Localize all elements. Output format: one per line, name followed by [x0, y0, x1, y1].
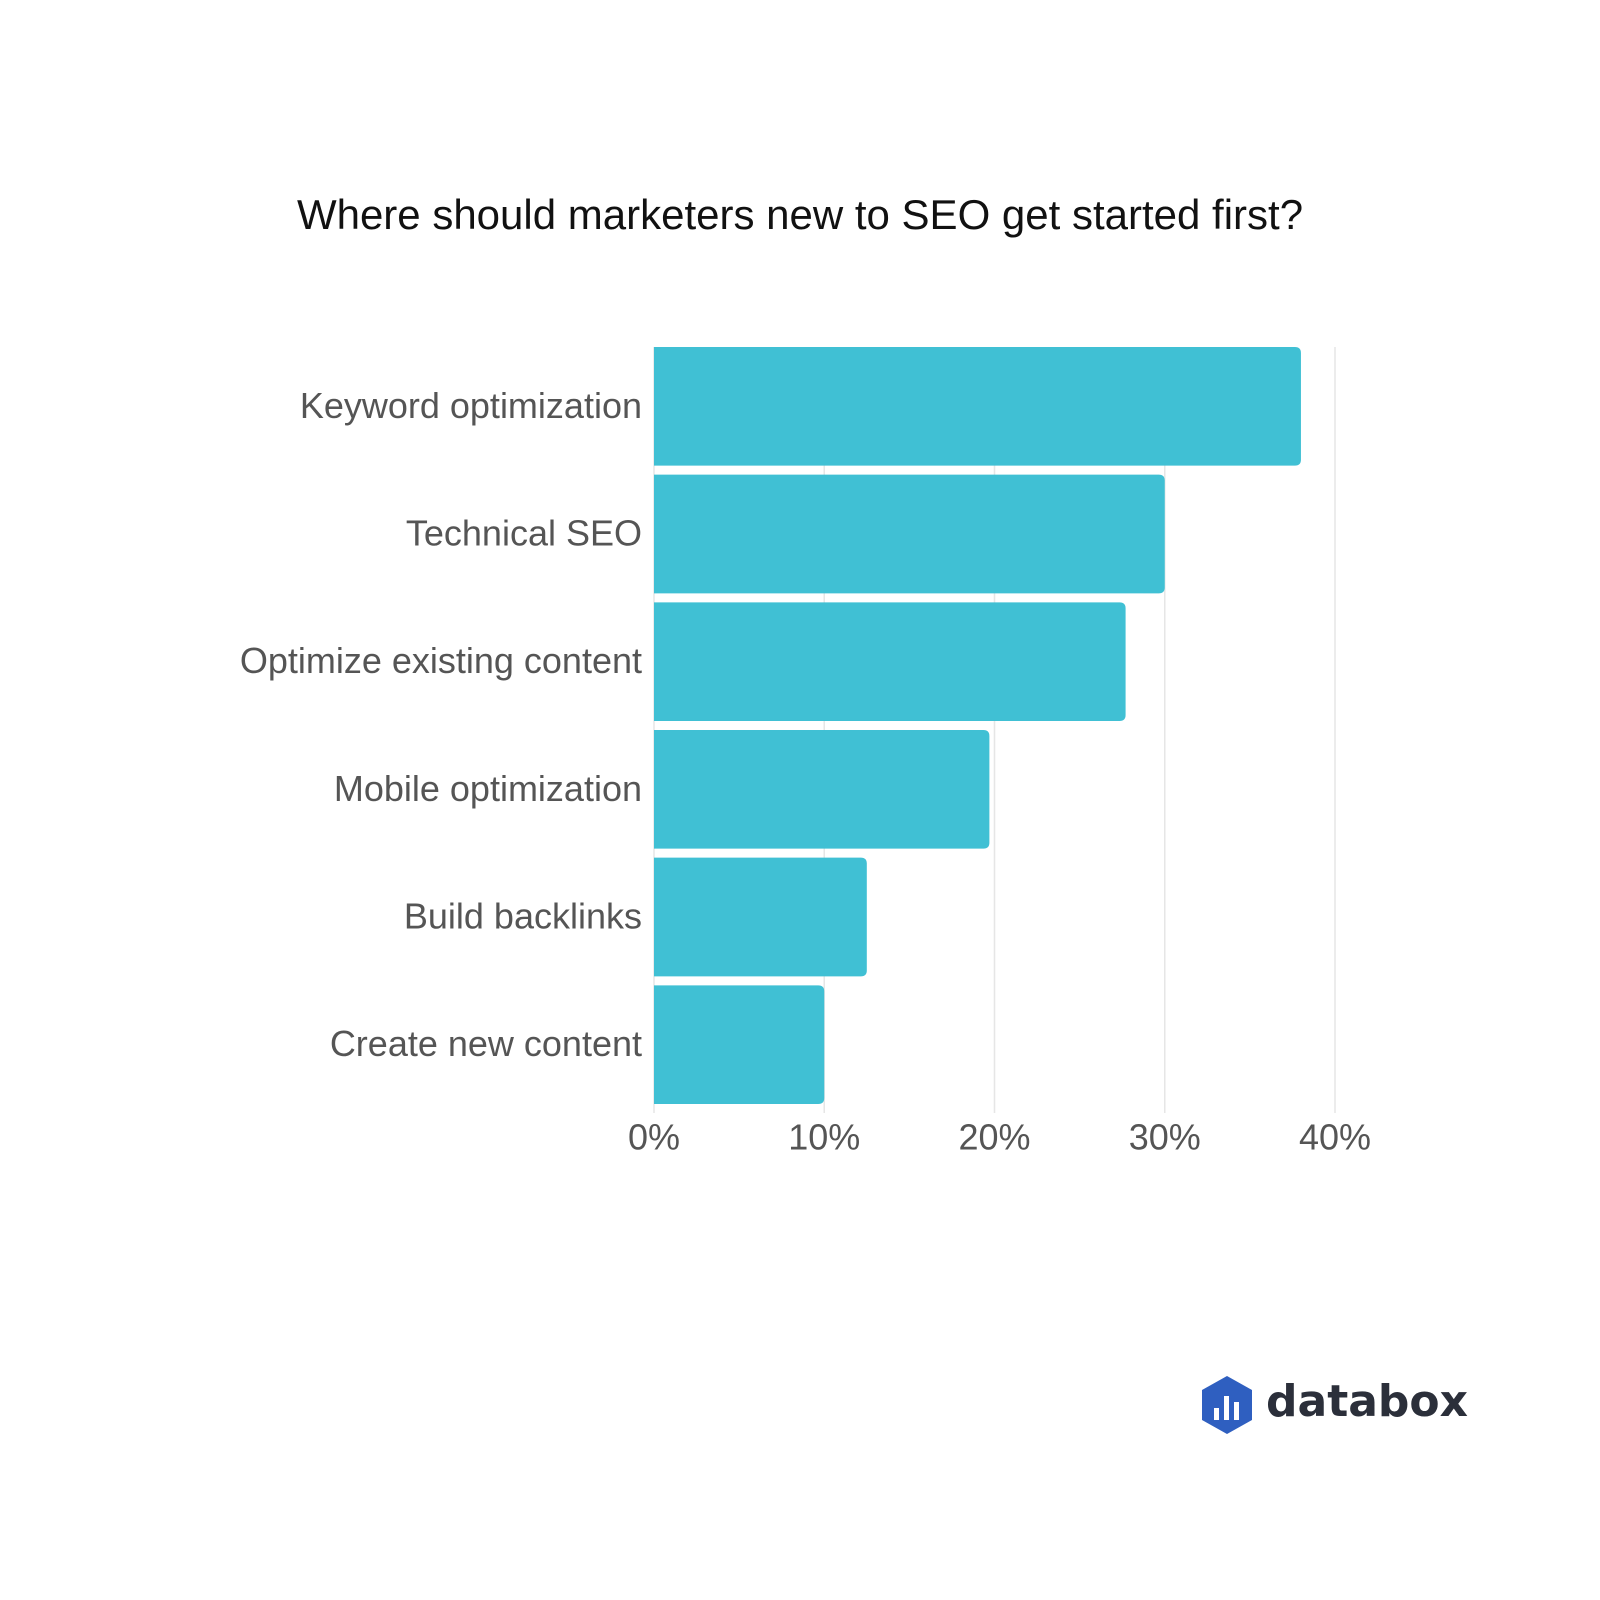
x-tick-label: 0% — [628, 1117, 680, 1158]
bar — [654, 730, 990, 849]
y-tick-label: Create new content — [330, 1023, 642, 1064]
y-tick-label: Optimize existing content — [240, 640, 642, 681]
logo-icon-bar — [1234, 1402, 1239, 1420]
x-tick-label: 10% — [788, 1117, 860, 1158]
logo: databox — [1202, 1376, 1468, 1434]
y-tick-label: Technical SEO — [406, 513, 642, 554]
bar — [654, 602, 1126, 721]
logo-icon-bar — [1214, 1408, 1219, 1420]
y-tick-label: Build backlinks — [404, 896, 642, 937]
bar — [654, 857, 867, 977]
y-tick-label: Keyword optimization — [300, 385, 642, 426]
logo-icon-bar — [1224, 1396, 1229, 1420]
x-tick-label: 40% — [1299, 1117, 1371, 1158]
bar — [654, 347, 1301, 466]
x-tick-label: 20% — [958, 1117, 1030, 1158]
bar — [654, 474, 1165, 594]
x-tick-label: 30% — [1129, 1117, 1201, 1158]
y-tick-label: Mobile optimization — [334, 768, 642, 809]
bar — [654, 985, 825, 1104]
chart-title: Where should marketers new to SEO get st… — [297, 191, 1303, 238]
brand-name: databox — [1266, 1376, 1468, 1427]
